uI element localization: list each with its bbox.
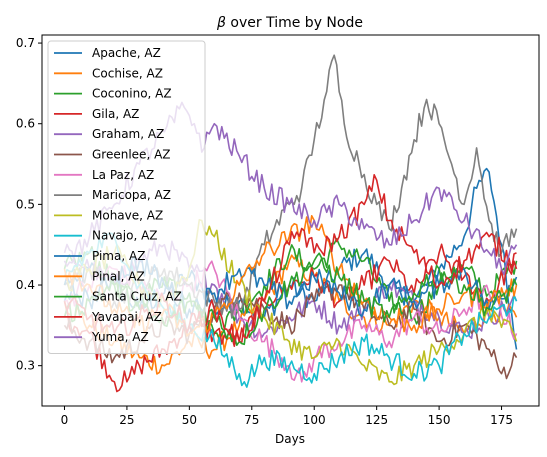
legend-entry: Greenlee, AZ [92, 148, 171, 162]
plot-frame [41, 34, 540, 407]
legend-entry: Maricopa, AZ [92, 188, 171, 202]
series-line-3 [63, 243, 517, 393]
legend-entry: Coconino, AZ [92, 87, 172, 101]
legend-entry: Yuma, AZ [91, 330, 149, 344]
legend-entry: Gila, AZ [92, 107, 139, 121]
y-tick-label: 0.6 [16, 117, 35, 131]
legend-entry: Graham, AZ [92, 127, 164, 141]
legend-entry: Mohave, AZ [92, 208, 163, 222]
y-tick-label: 0.5 [16, 197, 35, 211]
x-axis: 0 25 50 75 100 125 150 175 [61, 406, 513, 427]
x-tick-label: 25 [119, 413, 134, 427]
y-tick-label: 0.4 [16, 278, 35, 292]
y-tick-label: 0.3 [16, 359, 35, 373]
x-tick-label: 75 [244, 413, 259, 427]
legend-entry: Pinal, AZ [92, 269, 145, 283]
legend-entry: Apache, AZ [92, 46, 161, 60]
x-tick-label: 50 [182, 413, 197, 427]
x-tick-label: 125 [365, 413, 388, 427]
title-beta: β [216, 15, 226, 31]
x-axis-label: Days [275, 432, 305, 446]
x-tick-label: 100 [303, 413, 326, 427]
legend-box [47, 40, 206, 354]
legend: Apache, AZ Cochise, AZ Coconino, AZ Gila, A… [47, 40, 206, 354]
x-tick-label: 0 [61, 413, 69, 427]
legend-entry: Yavapai, AZ [91, 310, 162, 324]
x-tick-label: 150 [428, 413, 451, 427]
legend-entry: La Paz, AZ [92, 168, 154, 182]
title-rest: over Time by Node [226, 15, 363, 31]
legend-entry: Cochise, AZ [92, 66, 163, 80]
x-tick-label: 175 [490, 413, 513, 427]
legend-entry: Santa Cruz, AZ [92, 290, 182, 304]
chart-title: β over Time by Node [216, 15, 363, 31]
legend-entry: Navajo, AZ [92, 229, 158, 243]
y-axis: 0.3 0.4 0.5 0.6 0.7 [16, 36, 42, 373]
legend-entry: Pima, AZ [92, 249, 145, 263]
y-tick-label: 0.7 [16, 36, 35, 50]
